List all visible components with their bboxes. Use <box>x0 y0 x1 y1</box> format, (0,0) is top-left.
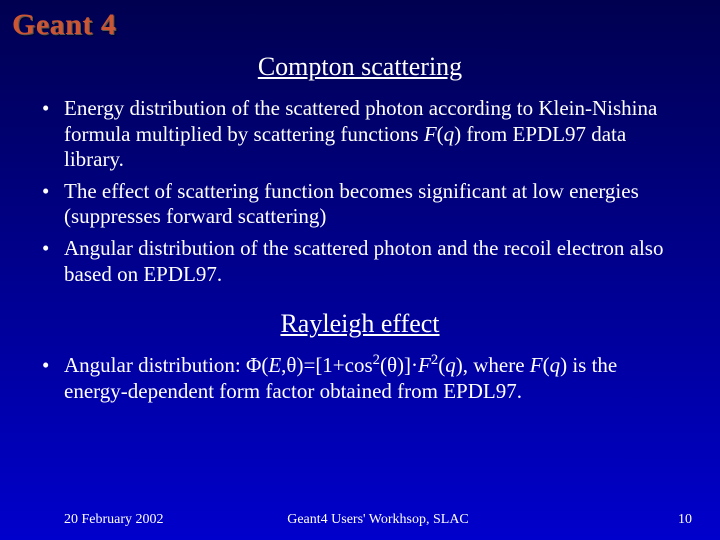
list-item: Angular distribution: Φ(E,θ)=[1+cos2(θ)]… <box>64 353 682 404</box>
section2-bullets: Angular distribution: Φ(E,θ)=[1+cos2(θ)]… <box>0 353 720 404</box>
footer-page: 10 <box>483 512 692 528</box>
section2-title: Rayleigh effect <box>0 309 720 339</box>
section1-bullets: Energy distribution of the scattered pho… <box>0 96 720 287</box>
list-item: Energy distribution of the scattered pho… <box>64 96 682 173</box>
slide-header: Geant 4 <box>0 0 720 46</box>
footer-date: 20 February 2002 <box>64 512 273 528</box>
section1-title: Compton scattering <box>0 52 720 82</box>
list-item: Angular distribution of the scattered ph… <box>64 236 682 287</box>
geant4-logo: Geant 4 <box>12 8 708 42</box>
list-item: The effect of scattering function become… <box>64 179 682 230</box>
footer-venue: Geant4 Users' Workhsop, SLAC <box>273 512 482 528</box>
slide-footer: 20 February 2002 Geant4 Users' Workhsop,… <box>0 512 720 528</box>
